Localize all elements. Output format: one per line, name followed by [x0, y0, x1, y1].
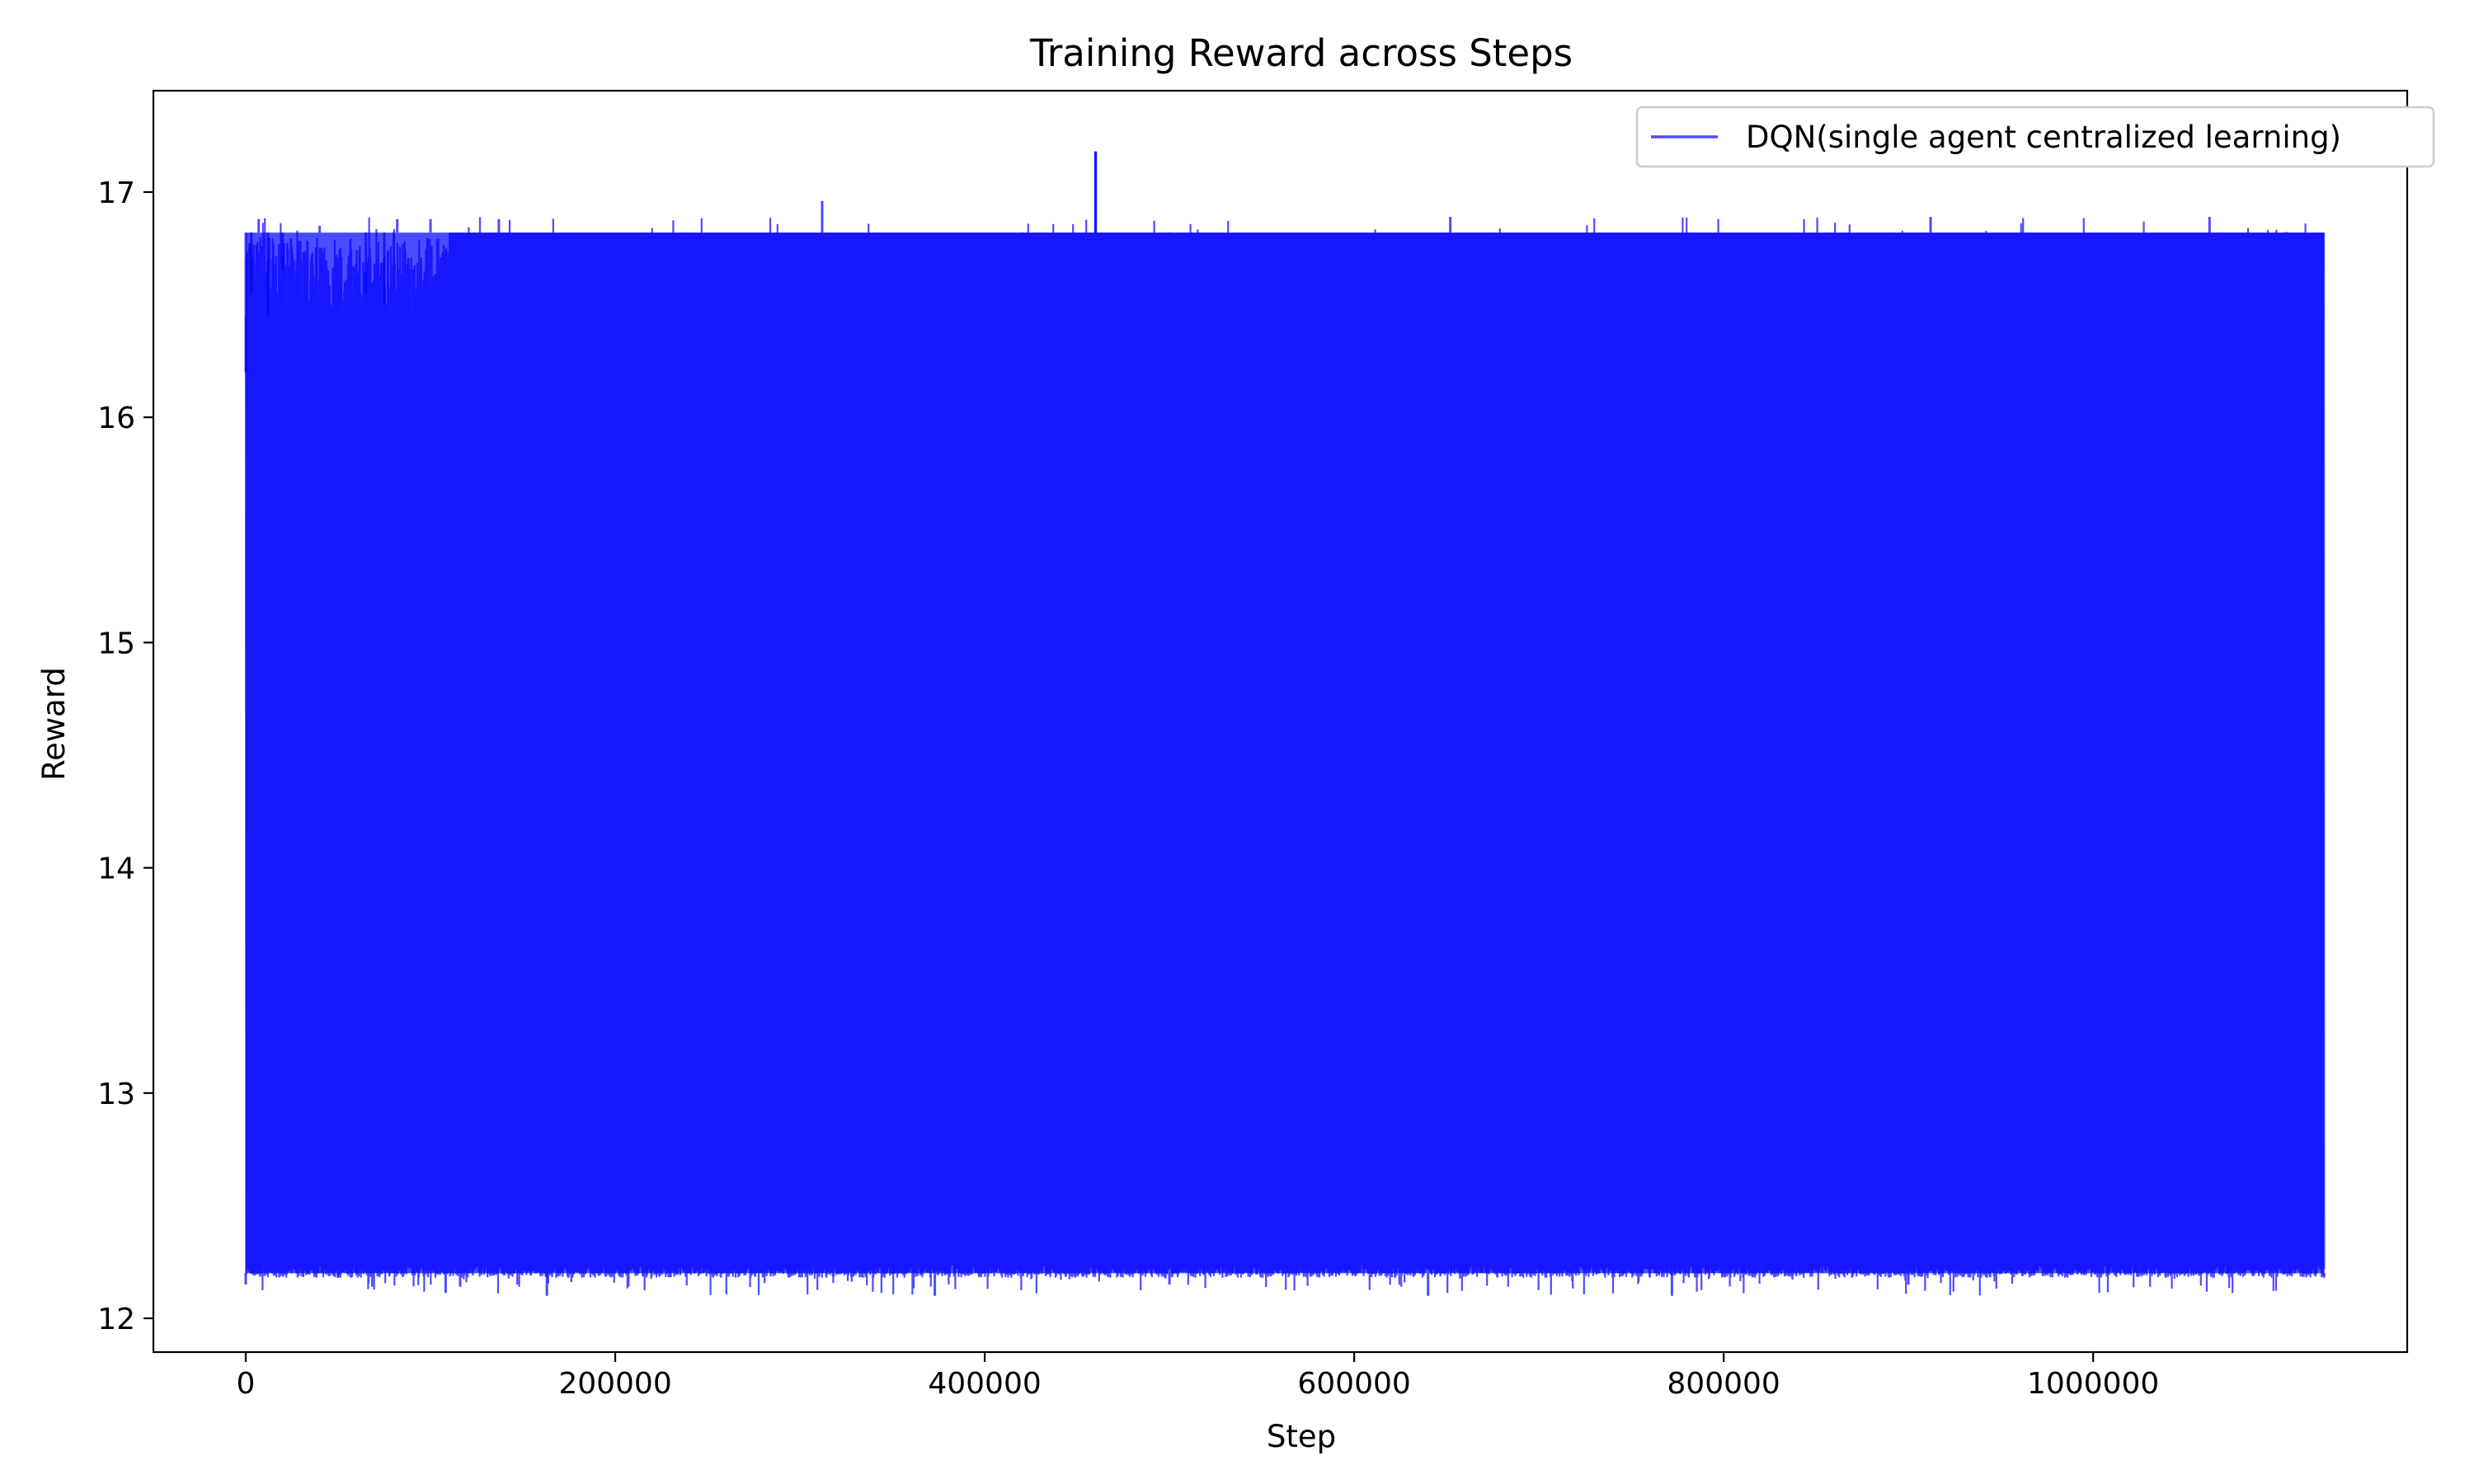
y-tick-label: 13 — [97, 1078, 135, 1111]
y-tick-label: 14 — [97, 852, 135, 886]
chart-title: Training Reward across Steps — [1029, 31, 1573, 75]
y-tick-label: 16 — [97, 402, 135, 435]
x-axis-label: Step — [1267, 1419, 1336, 1454]
y-tick-label: 15 — [97, 627, 135, 660]
series-band — [246, 232, 2325, 1274]
plot-area — [244, 151, 2326, 1296]
legend: DQN(single agent centralized learning) — [1635, 106, 2435, 168]
axes-frame — [152, 89, 2409, 1354]
x-tick-label: 1000000 — [2027, 1367, 2159, 1401]
x-tick-label: 600000 — [1297, 1367, 1410, 1401]
y-tick-label: 17 — [97, 176, 135, 210]
x-tick-label: 400000 — [928, 1367, 1041, 1401]
x-tick-label: 800000 — [1667, 1367, 1780, 1401]
y-axis-label: Reward — [36, 667, 72, 781]
legend-box — [1635, 106, 2435, 168]
x-tick-label: 200000 — [558, 1367, 671, 1401]
y-tick-label: 12 — [97, 1303, 135, 1336]
legend-label: DQN(single agent centralized learning) — [1746, 120, 2341, 155]
series-group — [244, 151, 2326, 1296]
x-tick-label: 0 — [237, 1367, 256, 1401]
axes: 0 200000 400000 600000 800000 1000000 12 13 14 15… — [97, 89, 2409, 1401]
